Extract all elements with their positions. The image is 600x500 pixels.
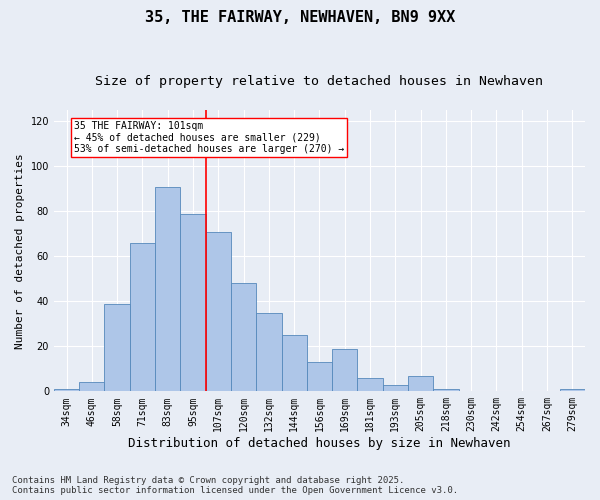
X-axis label: Distribution of detached houses by size in Newhaven: Distribution of detached houses by size … bbox=[128, 437, 511, 450]
Bar bbox=[181, 214, 206, 392]
Bar bbox=[155, 186, 181, 392]
Bar bbox=[307, 362, 332, 392]
Bar bbox=[231, 284, 256, 392]
Bar bbox=[130, 243, 155, 392]
Bar bbox=[408, 376, 433, 392]
Text: 35, THE FAIRWAY, NEWHAVEN, BN9 9XX: 35, THE FAIRWAY, NEWHAVEN, BN9 9XX bbox=[145, 10, 455, 25]
Bar bbox=[104, 304, 130, 392]
Title: Size of property relative to detached houses in Newhaven: Size of property relative to detached ho… bbox=[95, 75, 544, 88]
Bar bbox=[332, 348, 358, 392]
Bar bbox=[206, 232, 231, 392]
Text: Contains HM Land Registry data © Crown copyright and database right 2025.
Contai: Contains HM Land Registry data © Crown c… bbox=[12, 476, 458, 495]
Bar bbox=[79, 382, 104, 392]
Bar bbox=[358, 378, 383, 392]
Y-axis label: Number of detached properties: Number of detached properties bbox=[15, 153, 25, 348]
Bar bbox=[281, 335, 307, 392]
Text: 35 THE FAIRWAY: 101sqm
← 45% of detached houses are smaller (229)
53% of semi-de: 35 THE FAIRWAY: 101sqm ← 45% of detached… bbox=[74, 122, 344, 154]
Bar bbox=[54, 389, 79, 392]
Bar bbox=[433, 389, 458, 392]
Bar bbox=[560, 389, 585, 392]
Bar bbox=[383, 384, 408, 392]
Bar bbox=[256, 312, 281, 392]
